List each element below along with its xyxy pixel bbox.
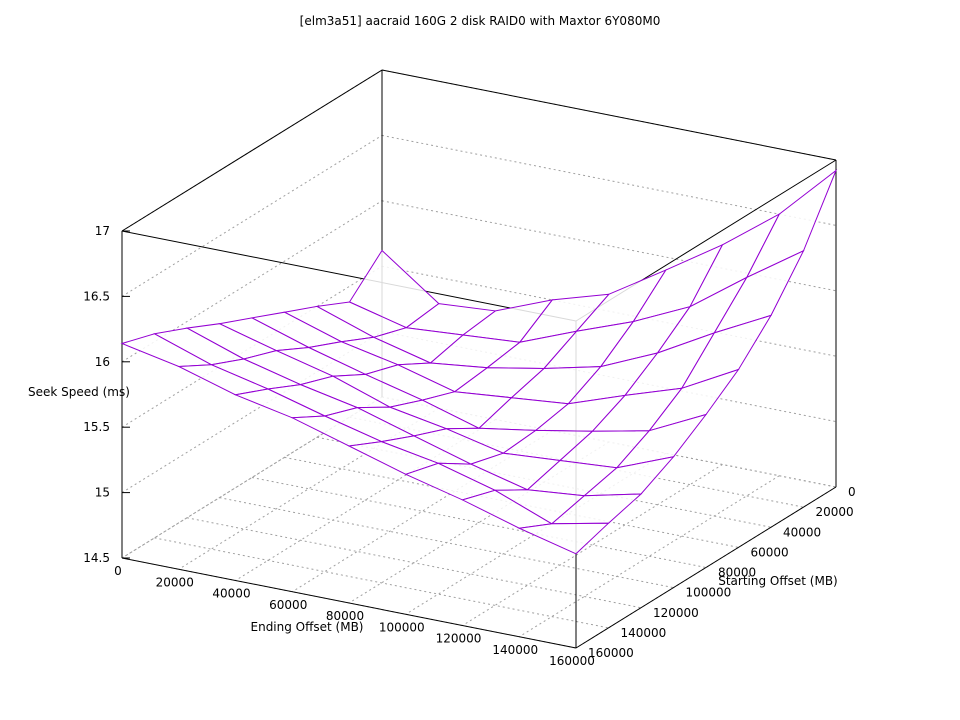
grid-line-z — [381, 134, 837, 226]
y-tick-label: 20000 — [816, 505, 854, 519]
grid-line-z — [121, 265, 383, 428]
surface-mesh — [120, 168, 838, 555]
x-tick-label: 20000 — [156, 575, 194, 589]
x-tick-label: 140000 — [492, 643, 538, 657]
box-top-edge — [121, 230, 577, 322]
y-tick-label: 120000 — [653, 606, 699, 620]
grid-line-z — [121, 396, 383, 559]
y-axis-label: Starting Offset (MB) — [718, 574, 838, 588]
y-tick-label: 40000 — [783, 525, 821, 539]
z-tick-label: 14.5 — [83, 551, 110, 565]
grid-line-y — [154, 537, 609, 629]
x-tick-label: 0 — [114, 564, 122, 578]
z-tick-label: 16.5 — [83, 289, 110, 303]
box-top-edge — [381, 69, 837, 161]
x-axis-label: Ending Offset (MB) — [251, 620, 364, 634]
grid-line-z — [121, 134, 383, 297]
grid-line-y — [186, 517, 642, 609]
x-tick-label: 40000 — [212, 587, 250, 601]
surface-cell — [517, 522, 610, 555]
x-tick-label: 100000 — [379, 620, 425, 634]
y-tick-label: 80000 — [718, 566, 756, 580]
y-tick-label: 140000 — [621, 626, 667, 640]
z-tick-label: 15 — [95, 486, 110, 500]
grid-line-y — [251, 477, 707, 568]
grid-line-x — [462, 464, 723, 626]
z-tick-label: 16 — [95, 355, 110, 369]
y-tick-label: 60000 — [751, 545, 789, 559]
axis-line — [121, 557, 577, 649]
z-tick-label: 17 — [95, 224, 110, 238]
y-tick-label: 160000 — [588, 646, 634, 660]
chart-title: [elm3a51] aacraid 160G 2 disk RAID0 with… — [300, 14, 661, 28]
grid-line-x — [518, 475, 780, 638]
z-axis-label: Seek Speed (ms) — [28, 385, 130, 399]
x-tick-label: 120000 — [436, 632, 482, 646]
y-tick-label: 100000 — [686, 586, 732, 600]
grid-line-z — [121, 331, 383, 494]
axis-line — [575, 486, 837, 649]
y-tick-label: 0 — [848, 485, 856, 499]
box-top-edge — [121, 69, 383, 232]
x-tick-label: 60000 — [269, 598, 307, 612]
grid-line-y — [219, 497, 674, 589]
x-tick-label: 160000 — [549, 654, 595, 668]
z-tick-label: 15.5 — [83, 420, 110, 434]
x-tick-label: 80000 — [326, 609, 364, 623]
tick-labels: 14.5 15 15.5 16 16.5 17 0 20000 40000 60000 80000 1… — [83, 224, 855, 668]
